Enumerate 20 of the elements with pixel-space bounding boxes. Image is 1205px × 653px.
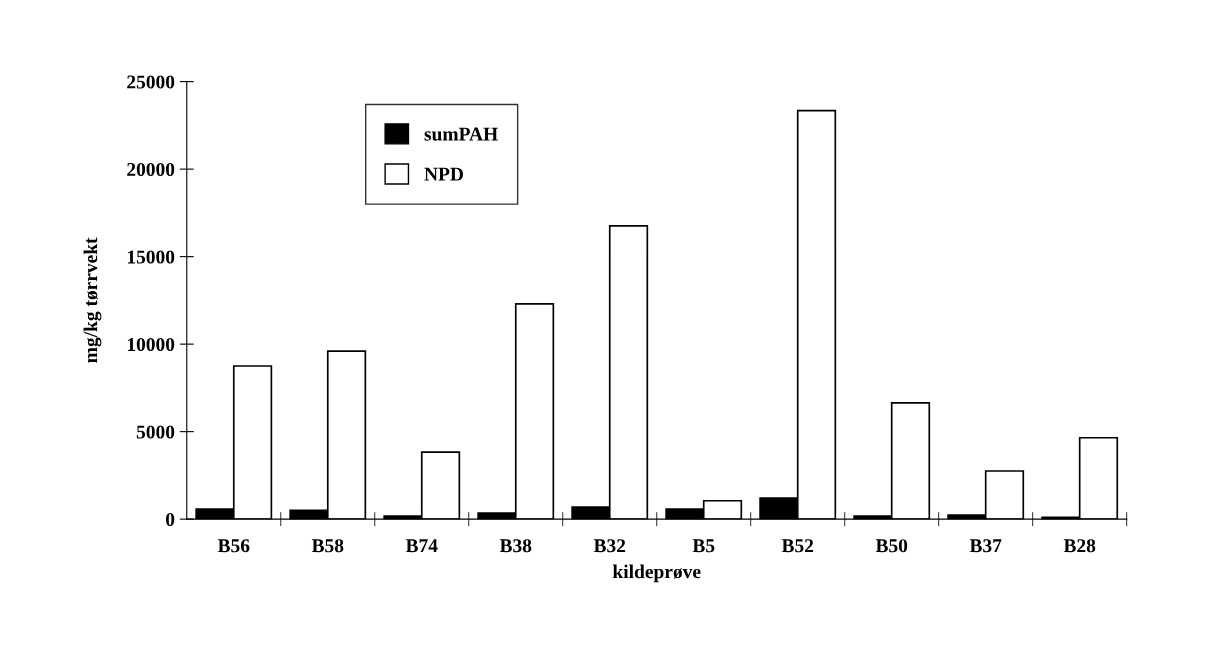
y-tick-label: 20000 [127,162,175,177]
x-tick-label: B58 [311,539,344,553]
x-tick-label: B50 [875,539,908,553]
legend-label: NPD [424,167,464,181]
x-axis-title: kildeprøve [612,564,701,583]
x-tick-label: B37 [969,539,1002,553]
x-tick-label: B38 [499,539,532,553]
x-tick-label: B52 [781,539,814,553]
y-tick-label: 5000 [136,425,175,439]
y-tick-label: 25000 [127,75,175,89]
legend-label: sumPAH [424,127,498,141]
y-axis-title: mg/kg tørrvekt [83,237,102,363]
y-tick-label: 15000 [127,250,175,264]
x-tick-label: B56 [217,539,250,553]
x-tick-label: B28 [1063,539,1096,553]
y-tick-label: 0 [165,512,175,527]
x-tick-label: B5 [692,539,715,553]
x-tick-label: B32 [593,539,626,553]
y-tick-label: 10000 [127,337,175,352]
x-tick-label: B74 [405,539,438,553]
